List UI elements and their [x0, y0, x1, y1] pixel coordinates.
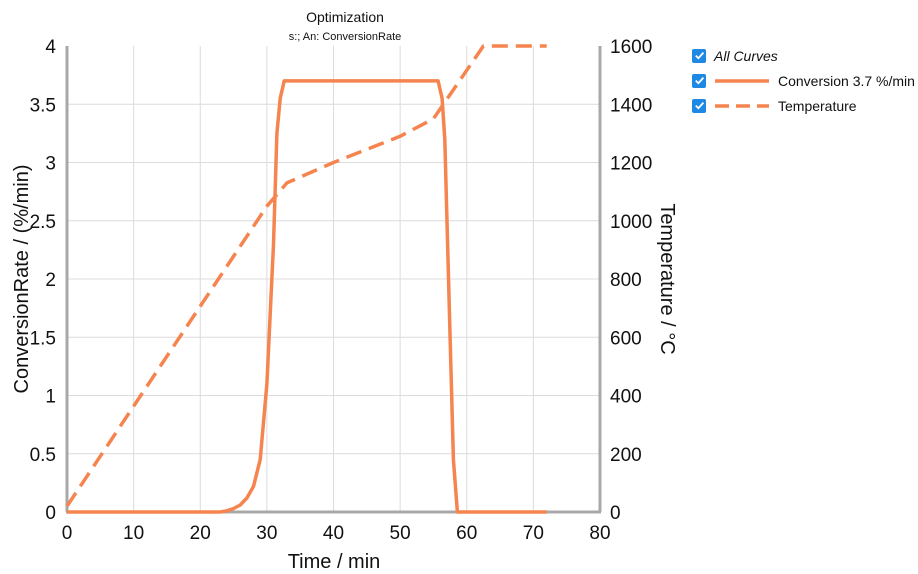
- y-tick-label: 2: [45, 270, 56, 291]
- legend-swatch-solid: [714, 74, 770, 88]
- legend: All Curves Conversion 3.7 %/min Temperat…: [692, 43, 915, 118]
- x-tick-label: 70: [523, 523, 544, 544]
- chart-subtitle: s:; An: ConversionRate: [289, 31, 402, 43]
- y2-tick-label: 800: [610, 270, 642, 291]
- y2-axis-title: Temperature / °C: [656, 203, 678, 354]
- y2-tick-label: 200: [610, 445, 642, 466]
- series-group: [65, 44, 547, 514]
- x-tick-label: 10: [123, 523, 144, 544]
- x-tick-label: 20: [190, 523, 211, 544]
- y2-tick-label: 600: [610, 328, 642, 349]
- legend-item-conversion[interactable]: Conversion 3.7 %/min: [692, 68, 915, 93]
- y2-tick-label: 1600: [610, 37, 652, 58]
- x-tick-label: 30: [256, 523, 277, 544]
- y-tick-label: 1.5: [30, 328, 56, 349]
- y2-tick-label: 1200: [610, 154, 652, 175]
- legend-all-curves-label: All Curves: [714, 47, 778, 64]
- y-axis-title: ConversionRate / (%/min): [11, 165, 33, 394]
- legend-item-temperature-label: Temperature: [778, 97, 857, 114]
- y-tick-label: 3: [45, 154, 56, 175]
- checkbox-all-curves[interactable]: [692, 48, 706, 63]
- y2-tick-label: 400: [610, 387, 642, 408]
- checkbox-conversion[interactable]: [692, 73, 706, 88]
- checkmark-icon: [694, 102, 704, 110]
- y-tick-label: 1: [45, 387, 56, 408]
- checkbox-temperature[interactable]: [692, 98, 706, 113]
- y2-tick-label: 1400: [610, 95, 652, 116]
- chart-title: Optimization: [306, 9, 384, 25]
- legend-all-curves[interactable]: All Curves: [692, 43, 915, 68]
- checkmark-icon: [694, 52, 704, 60]
- x-tick-label: 40: [323, 523, 344, 544]
- checkmark-icon: [694, 77, 704, 85]
- legend-item-temperature[interactable]: Temperature: [692, 93, 915, 118]
- x-tick-label: 50: [390, 523, 411, 544]
- legend-swatch-dashed: [714, 99, 770, 113]
- y2-tick-label: 1000: [610, 212, 652, 233]
- grid-lines: [67, 46, 600, 512]
- x-axis-title: Time / min: [288, 551, 381, 573]
- x-tick-label: 60: [456, 523, 477, 544]
- conversion-line: [67, 79, 547, 514]
- legend-item-conversion-label: Conversion 3.7 %/min: [778, 72, 915, 89]
- y-tick-label: 3.5: [30, 95, 56, 116]
- temperature-line: [65, 44, 547, 508]
- tick-labels: 0 10 20 30 40 50 60 70 8000.511.522.533.54020040…: [30, 37, 653, 544]
- y-tick-label: 0: [45, 503, 56, 524]
- y-tick-label: 2.5: [30, 212, 56, 233]
- x-tick-label: 80: [589, 523, 610, 544]
- y2-tick-label: 0: [610, 503, 621, 524]
- y-tick-label: 4: [45, 37, 56, 58]
- y-tick-label: 0.5: [30, 445, 56, 466]
- x-tick-label: 0: [62, 523, 73, 544]
